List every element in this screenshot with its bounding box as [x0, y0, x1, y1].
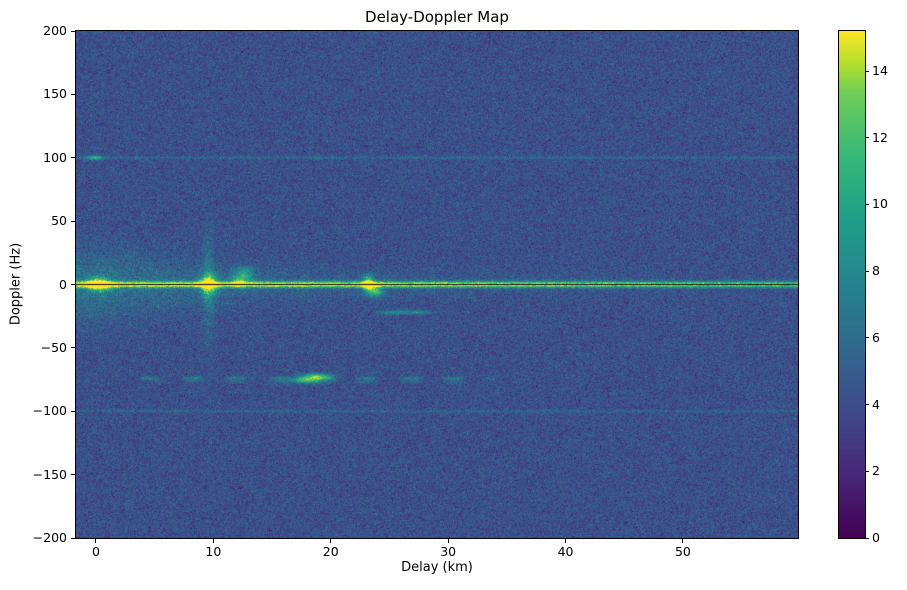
y-tick-label: 0 [59, 276, 67, 292]
colorbar-tick-label: 10 [872, 196, 888, 212]
colorbar-tick-label: 2 [872, 463, 880, 479]
colorbar-tick-mark [865, 270, 869, 272]
colorbar-tick-label: 0 [872, 530, 880, 545]
colorbar-tick-label: 4 [872, 396, 880, 412]
y-tick-label: 50 [51, 213, 67, 229]
colorbar-tick-label: 6 [872, 329, 880, 345]
colorbar-tick-mark [865, 203, 869, 205]
heatmap-canvas [76, 31, 798, 538]
x-tick-mark [565, 539, 567, 543]
y-tick-mark [71, 93, 75, 95]
y-tick-label: 150 [43, 86, 67, 102]
colorbar-tick-label: 8 [872, 263, 880, 279]
y-axis-label: Doppler (Hz) [8, 242, 24, 326]
x-tick-mark [95, 539, 97, 543]
colorbar-tick-mark [865, 404, 869, 406]
chart-title: Delay-Doppler Map [365, 8, 509, 26]
colorbar-tick-mark [865, 537, 869, 539]
plot-area [75, 30, 799, 539]
y-tick-mark [71, 157, 75, 159]
x-tick-mark [330, 539, 332, 543]
x-tick-mark [682, 539, 684, 543]
x-tick-label: 20 [322, 544, 339, 559]
x-tick-label: 0 [91, 544, 100, 559]
x-axis-label: Delay (km) [401, 560, 473, 575]
colorbar-tick-mark [865, 470, 869, 472]
x-tick-mark [447, 539, 449, 543]
x-tick-label: 50 [674, 544, 691, 559]
x-tick-label: 40 [557, 544, 574, 559]
y-tick-mark [71, 284, 75, 285]
y-tick-label: −200 [32, 530, 67, 545]
y-tick-label: 100 [43, 149, 67, 165]
x-tick-label: 30 [440, 544, 457, 559]
y-tick-label: 200 [43, 23, 67, 38]
y-tick-mark [71, 220, 75, 222]
colorbar-tick-mark [865, 337, 869, 339]
y-tick-mark [71, 537, 75, 539]
y-tick-mark [71, 474, 75, 476]
colorbar-canvas [839, 31, 865, 538]
y-tick-mark [71, 410, 75, 412]
colorbar-tick-mark [865, 137, 869, 139]
y-tick-label: −100 [32, 403, 67, 419]
y-tick-mark [71, 347, 75, 349]
colorbar-tick-label: 12 [872, 129, 888, 145]
colorbar-tick-mark [865, 70, 869, 72]
y-tick-label: −150 [32, 466, 67, 482]
colorbar [838, 30, 866, 539]
x-tick-mark [212, 539, 214, 543]
y-tick-label: −50 [40, 339, 67, 355]
y-tick-mark [71, 30, 75, 32]
colorbar-tick-label: 14 [872, 63, 888, 79]
x-tick-label: 10 [205, 544, 222, 559]
